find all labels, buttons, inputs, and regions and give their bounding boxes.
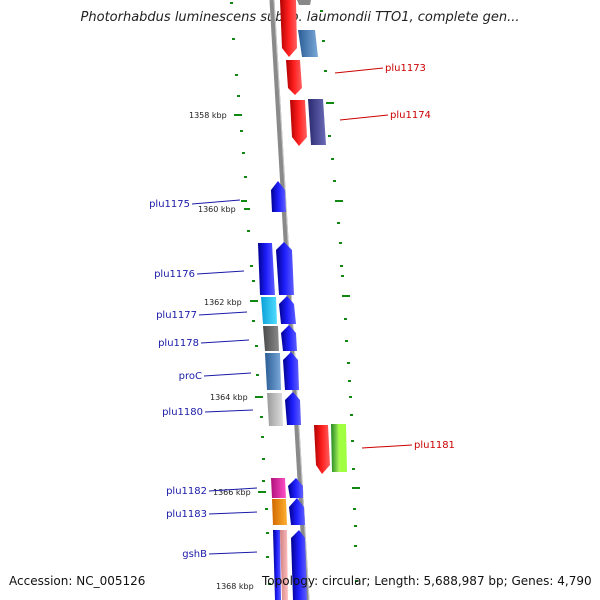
kbp-tick-label: 1362 kbp bbox=[204, 298, 242, 307]
gene-plu1175 bbox=[271, 181, 286, 212]
gc-skew-track bbox=[230, 2, 360, 585]
gene-plu1183 bbox=[289, 498, 305, 525]
gene-plu1178 bbox=[281, 325, 297, 351]
gene-label: plu1181 bbox=[414, 440, 455, 451]
gene-label: plu1176 bbox=[154, 269, 195, 280]
gene-label: proC bbox=[179, 371, 202, 382]
kbp-tick-label: 1364 kbp bbox=[210, 393, 248, 402]
gene-label: plu1183 bbox=[166, 509, 207, 520]
gene-plu1174 bbox=[290, 100, 307, 146]
gene-label: gshB bbox=[182, 549, 207, 560]
gene-label: plu1177 bbox=[156, 310, 197, 321]
gene-plu1182 bbox=[288, 478, 303, 498]
gene-label: plu1180 bbox=[162, 407, 203, 418]
kbp-tick-label: 1368 kbp bbox=[216, 582, 254, 591]
gene-labels: plu1173 plu1174 plu1175 plu1176 plu1177 … bbox=[149, 63, 455, 560]
gene-plu1181 bbox=[314, 425, 330, 474]
gene-label: plu1173 bbox=[385, 63, 426, 74]
gene-plu1173 bbox=[286, 60, 302, 95]
kbp-tick-label: 1366 kbp bbox=[213, 488, 251, 497]
topology-label: Topology: circular; Length: 5,688,987 bp… bbox=[262, 574, 592, 588]
gene-label: plu1182 bbox=[166, 486, 207, 497]
label-leaders bbox=[191, 67, 413, 555]
map-title: Photorhabdus luminescens subsp. laumondi… bbox=[80, 10, 520, 25]
gene-proC bbox=[283, 352, 299, 390]
gene-label: plu1178 bbox=[158, 338, 199, 349]
gene-plu1180 bbox=[285, 392, 301, 425]
accession-label: Accession: NC_005126 bbox=[9, 574, 146, 588]
gene-plu1176 bbox=[276, 242, 294, 295]
gene-label: plu1175 bbox=[149, 199, 190, 210]
forward-strand-features bbox=[280, 0, 347, 474]
kbp-tick-label: 1358 kbp bbox=[189, 111, 227, 120]
reverse-strand-features bbox=[258, 181, 307, 600]
gene-gshB bbox=[291, 530, 307, 600]
gene-label: plu1174 bbox=[390, 110, 431, 121]
gene-plu1177 bbox=[279, 296, 296, 324]
kbp-tick-label: 1360 kbp bbox=[198, 205, 236, 214]
kbp-ticks: 1358 kbp 1360 kbp 1362 kbp 1364 kbp 1366… bbox=[189, 111, 254, 591]
